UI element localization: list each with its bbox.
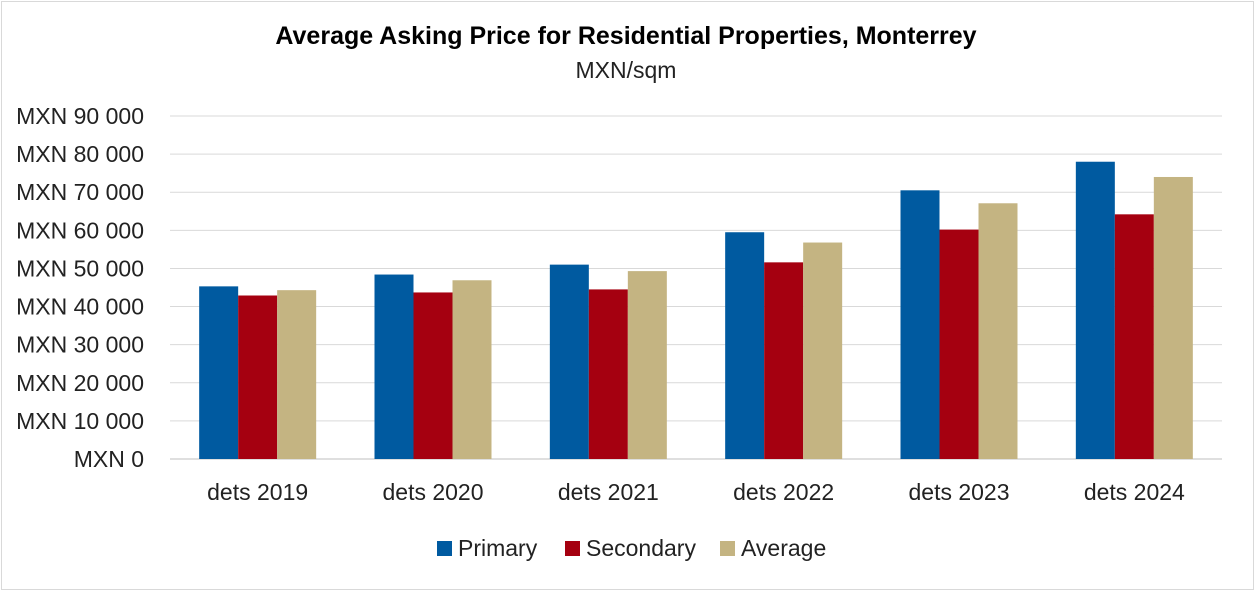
bar-average-5	[978, 203, 1018, 459]
y-tick-label: MXN 0	[74, 446, 144, 472]
bar-primary-1	[199, 286, 239, 459]
y-tick-label: MXN 70 000	[16, 179, 144, 205]
x-tick-label: dets 2019	[207, 479, 308, 505]
legend-swatch-secondary	[565, 541, 580, 556]
chart-title: Average Asking Price for Residential Pro…	[275, 22, 976, 50]
y-tick-label: MXN 20 000	[16, 370, 144, 396]
bar-secondary-1	[238, 295, 278, 459]
y-tick-label: MXN 90 000	[16, 103, 144, 129]
legend-swatch-average	[720, 541, 735, 556]
x-tick-label: dets 2020	[382, 479, 483, 505]
bar-primary-3	[549, 264, 589, 459]
legend-label-secondary: Secondary	[586, 535, 696, 561]
y-tick-label: MXN 50 000	[16, 255, 144, 281]
x-tick-label: dets 2022	[733, 479, 834, 505]
bar-primary-2	[374, 274, 414, 459]
bar-average-2	[452, 280, 492, 459]
bar-average-4	[803, 242, 843, 459]
bar-primary-4	[725, 232, 765, 459]
bar-secondary-3	[588, 289, 628, 459]
bar-primary-5	[900, 190, 940, 460]
bar-secondary-5	[939, 229, 979, 459]
x-axis-ticks: dets 2019 dets 2020 dets 2021 dets 2022 dets…	[207, 479, 1185, 505]
gridlines	[170, 115, 1222, 460]
legend: Primary Secondary Average	[437, 535, 826, 561]
legend-swatch-primary	[437, 541, 452, 556]
y-tick-label: MXN 80 000	[16, 141, 144, 167]
legend-label-average: Average	[741, 535, 826, 561]
legend-label-primary: Primary	[458, 535, 538, 561]
y-tick-label: MXN 30 000	[16, 332, 144, 358]
y-tick-label: MXN 60 000	[16, 217, 144, 243]
y-tick-label: MXN 10 000	[16, 408, 144, 434]
bar-primary-6	[1075, 161, 1115, 459]
y-tick-label: MXN 40 000	[16, 294, 144, 320]
chart-subtitle: MXN/sqm	[576, 57, 677, 83]
bars	[199, 161, 1193, 460]
bar-average-6	[1153, 176, 1193, 459]
bar-secondary-2	[413, 292, 453, 459]
x-tick-label: dets 2024	[1084, 479, 1185, 505]
x-tick-label: dets 2021	[558, 479, 659, 505]
y-axis-ticks: MXN 0 MXN 10 000 MXN 20 000 MXN 30 000 MXN 4…	[16, 103, 144, 472]
bar-secondary-6	[1114, 214, 1154, 459]
bar-average-3	[627, 271, 667, 459]
bar-average-1	[277, 290, 317, 459]
bar-secondary-4	[764, 262, 804, 459]
x-tick-label: dets 2023	[908, 479, 1009, 505]
